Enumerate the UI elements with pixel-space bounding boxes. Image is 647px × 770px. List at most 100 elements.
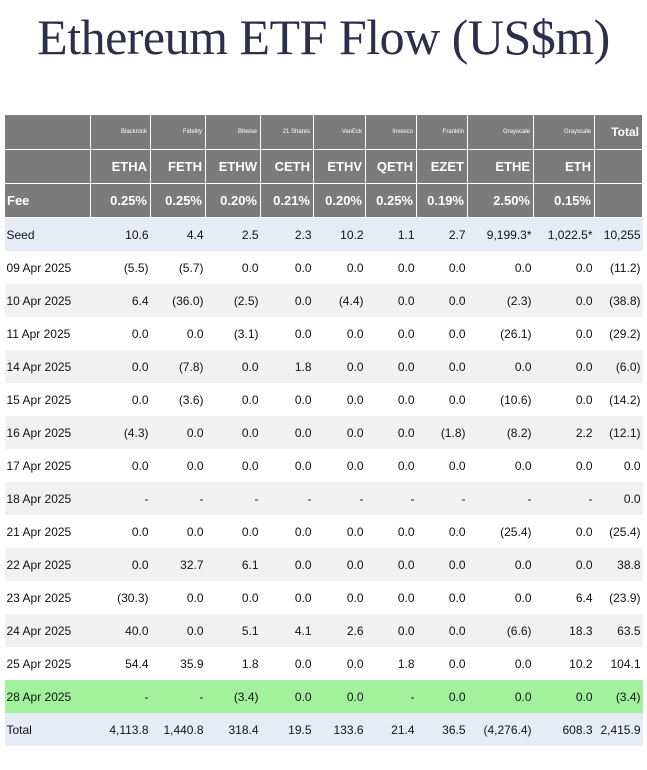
flow-cell: 0.0 xyxy=(90,548,151,581)
etf-flow-table: Blackrock Fidelity Bitwise 21 Shares Van… xyxy=(4,114,643,746)
table-row: 22 Apr 2025 0.0 32.7 6.1 0.0 0.0 0.0 0.0 0.0 0.0 3… xyxy=(4,548,643,581)
flow-cell: - xyxy=(365,680,417,713)
ticker-header: FETH xyxy=(150,149,206,184)
flow-cell: 9,199.3* xyxy=(467,217,534,251)
flow-cell: 4.4 xyxy=(150,217,206,251)
ticker-header-row: ETHA FETH ETHW CETH ETHV QETH EZET ETHE … xyxy=(4,149,643,184)
flow-cell: 2,415.9 xyxy=(594,713,643,746)
flow-cell: (3.6) xyxy=(178,392,204,407)
row-label: 14 Apr 2025 xyxy=(4,350,91,383)
flow-cell: 608.3 xyxy=(533,713,595,746)
flow-cell: 318.4 xyxy=(205,713,261,746)
flow-cell: (12.1) xyxy=(594,416,643,449)
issuer-header: Franklin xyxy=(416,114,468,150)
flow-cell: 4,113.8 xyxy=(90,713,151,746)
flow-cell: 0.0 xyxy=(365,548,417,581)
table-row: 11 Apr 2025 0.0 0.0 (3.1) 0.0 0.0 0.0 0.0 (26.1)… xyxy=(5,317,643,350)
flow-cell: 133.6 xyxy=(313,713,366,746)
flow-cell: 0.0 xyxy=(260,416,314,449)
row-label: 24 Apr 2025 xyxy=(4,614,91,647)
flow-cell: 19.5 xyxy=(260,713,314,746)
flow-cell: - xyxy=(150,482,206,515)
flow-cell: 0.0 xyxy=(467,350,534,383)
row-label: 25 Apr 2025 xyxy=(6,656,72,671)
flow-cell: 0.0 xyxy=(260,680,314,713)
flow-cell: 40.0 xyxy=(90,614,151,647)
flow-cell: 0.0 xyxy=(294,524,312,539)
issuer-header: Grayscale xyxy=(467,114,534,150)
flow-cell: 0.0 xyxy=(594,482,643,515)
flow-cell: (23.9) xyxy=(609,590,641,605)
flow-cell: 1.8 xyxy=(260,350,314,383)
flow-cell: 0.0 xyxy=(346,392,364,407)
flow-cell: 1,440.8 xyxy=(150,713,206,746)
flow-cell: 0.0 xyxy=(448,590,466,605)
flow-cell: (25.4) xyxy=(500,524,532,539)
flow-cell: 0.0 xyxy=(448,458,466,473)
flow-cell: 0.0 xyxy=(575,524,593,539)
issuer-header: Fidelity xyxy=(150,114,206,150)
flow-cell: 0.0 xyxy=(294,260,312,275)
flow-cell: - xyxy=(365,482,417,515)
fee-value: 0.15% xyxy=(533,183,595,218)
issuer-header: Blackrock xyxy=(90,114,151,150)
flow-cell: 0.0 xyxy=(131,524,149,539)
flow-cell: - xyxy=(90,482,151,515)
flow-cell: 2.7 xyxy=(416,217,468,251)
flow-cell: (8.2) xyxy=(467,416,534,449)
flow-cell: 0.0 xyxy=(467,680,534,713)
ticker-header: ETHW xyxy=(205,149,261,184)
flow-cell: 0.0 xyxy=(533,350,595,383)
flow-cell: (6.0) xyxy=(594,350,643,383)
flow-cell: (36.0) xyxy=(150,284,206,317)
ticker-header: ETHA xyxy=(90,149,151,184)
flow-cell: 32.7 xyxy=(150,548,206,581)
flow-cell: (25.4) xyxy=(609,524,641,539)
flow-cell: 0.0 xyxy=(346,590,364,605)
flow-cell: 1,022.5* xyxy=(533,217,595,251)
row-label: 23 Apr 2025 xyxy=(6,590,72,605)
flow-cell: 0.0 xyxy=(533,548,595,581)
flow-cell: 0.0 xyxy=(397,260,415,275)
flow-cell: 0.0 xyxy=(241,458,259,473)
flow-cell: (4,276.4) xyxy=(467,713,534,746)
total-column-spacer xyxy=(594,149,643,184)
row-label: 22 Apr 2025 xyxy=(4,548,91,581)
flow-cell: 0.0 xyxy=(346,260,364,275)
flow-cell: 0.0 xyxy=(397,392,415,407)
flow-cell: 0.0 xyxy=(514,458,532,473)
fee-value: 2.50% xyxy=(467,183,534,218)
flow-cell: - xyxy=(150,680,206,713)
seed-row: Seed 10.6 4.4 2.5 2.3 10.2 1.1 2.7 9,199.3* 1,022… xyxy=(4,217,643,251)
flow-cell: 0.0 xyxy=(241,392,259,407)
flow-cell: 0.0 xyxy=(205,416,261,449)
flow-cell: 0.0 xyxy=(623,458,641,473)
ticker-header: QETH xyxy=(365,149,417,184)
fee-label: Fee xyxy=(4,183,91,218)
row-label: Seed xyxy=(4,217,91,251)
flow-cell: 0.0 xyxy=(186,326,204,341)
flow-cell: 0.0 xyxy=(294,656,312,671)
row-label: 09 Apr 2025 xyxy=(6,260,72,275)
flow-cell: - xyxy=(260,482,314,515)
flow-cell: 0.0 xyxy=(241,524,259,539)
flow-cell: (2.3) xyxy=(467,284,534,317)
flow-cell: - xyxy=(313,482,366,515)
flow-cell: 4.1 xyxy=(260,614,314,647)
table-row: 21 Apr 2025 0.0 0.0 0.0 0.0 0.0 0.0 0.0 (25.4) 0.… xyxy=(5,515,643,548)
flow-cell: 0.0 xyxy=(313,350,366,383)
flow-cell: 0.0 xyxy=(186,524,204,539)
flow-cell: 0.0 xyxy=(150,416,206,449)
flow-cell: 0.0 xyxy=(448,656,466,671)
issuer-header: Grayscale xyxy=(533,114,595,150)
flow-cell: 0.0 xyxy=(467,548,534,581)
flow-cell: 0.0 xyxy=(241,260,259,275)
row-label: 17 Apr 2025 xyxy=(6,458,72,473)
table-row: 25 Apr 2025 54.4 35.9 1.8 0.0 0.0 1.8 0.0 0.0 10.… xyxy=(5,647,643,680)
flow-cell: 0.0 xyxy=(90,350,151,383)
flow-cell: 0.0 xyxy=(416,614,468,647)
flow-cell: 0.0 xyxy=(313,680,366,713)
flow-cell: 6.1 xyxy=(205,548,261,581)
flow-cell: - xyxy=(467,482,534,515)
flow-cell: (11.2) xyxy=(610,260,641,275)
